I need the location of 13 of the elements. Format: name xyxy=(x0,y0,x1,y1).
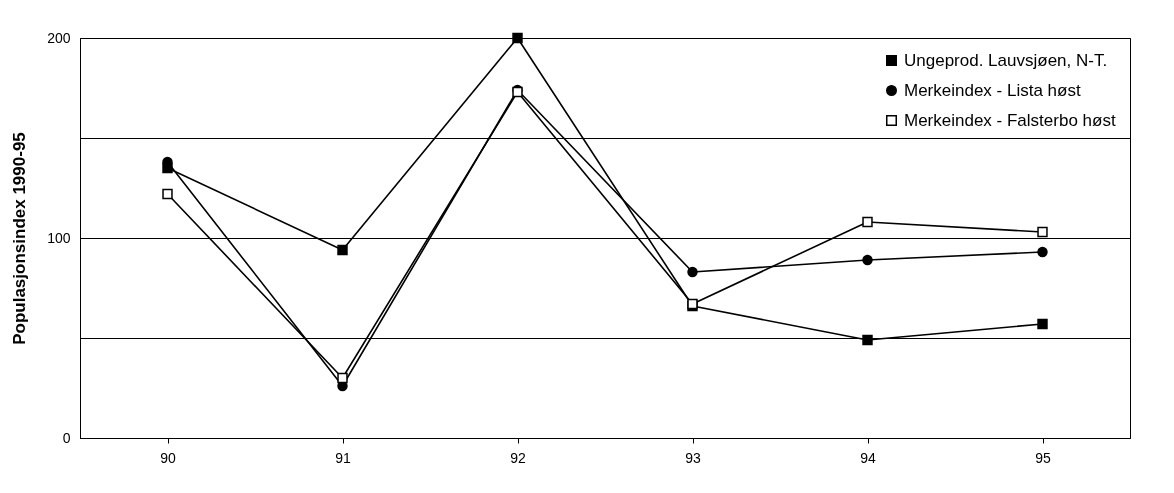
x-tick-label: 92 xyxy=(510,449,526,466)
y-tick-label: 0 xyxy=(62,429,71,446)
x-tick-label: 90 xyxy=(160,449,176,466)
legend-label: Merkeindex - Falsterbo høst xyxy=(904,110,1116,130)
x-tick-label: 93 xyxy=(685,449,701,466)
y-tick-label: 200 xyxy=(47,29,71,46)
legend-label: Merkeindex - Lista høst xyxy=(904,80,1081,100)
x-tick-label: 95 xyxy=(1035,449,1051,466)
y-tick-label: 100 xyxy=(47,229,71,246)
x-tick-label: 94 xyxy=(860,449,876,466)
y-axis-title: Populasjonsindex 1990-95 xyxy=(10,132,30,345)
x-tick-label: 91 xyxy=(335,449,351,466)
legend-label: Ungeprod. Lauvsjøen, N-T. xyxy=(904,50,1108,70)
